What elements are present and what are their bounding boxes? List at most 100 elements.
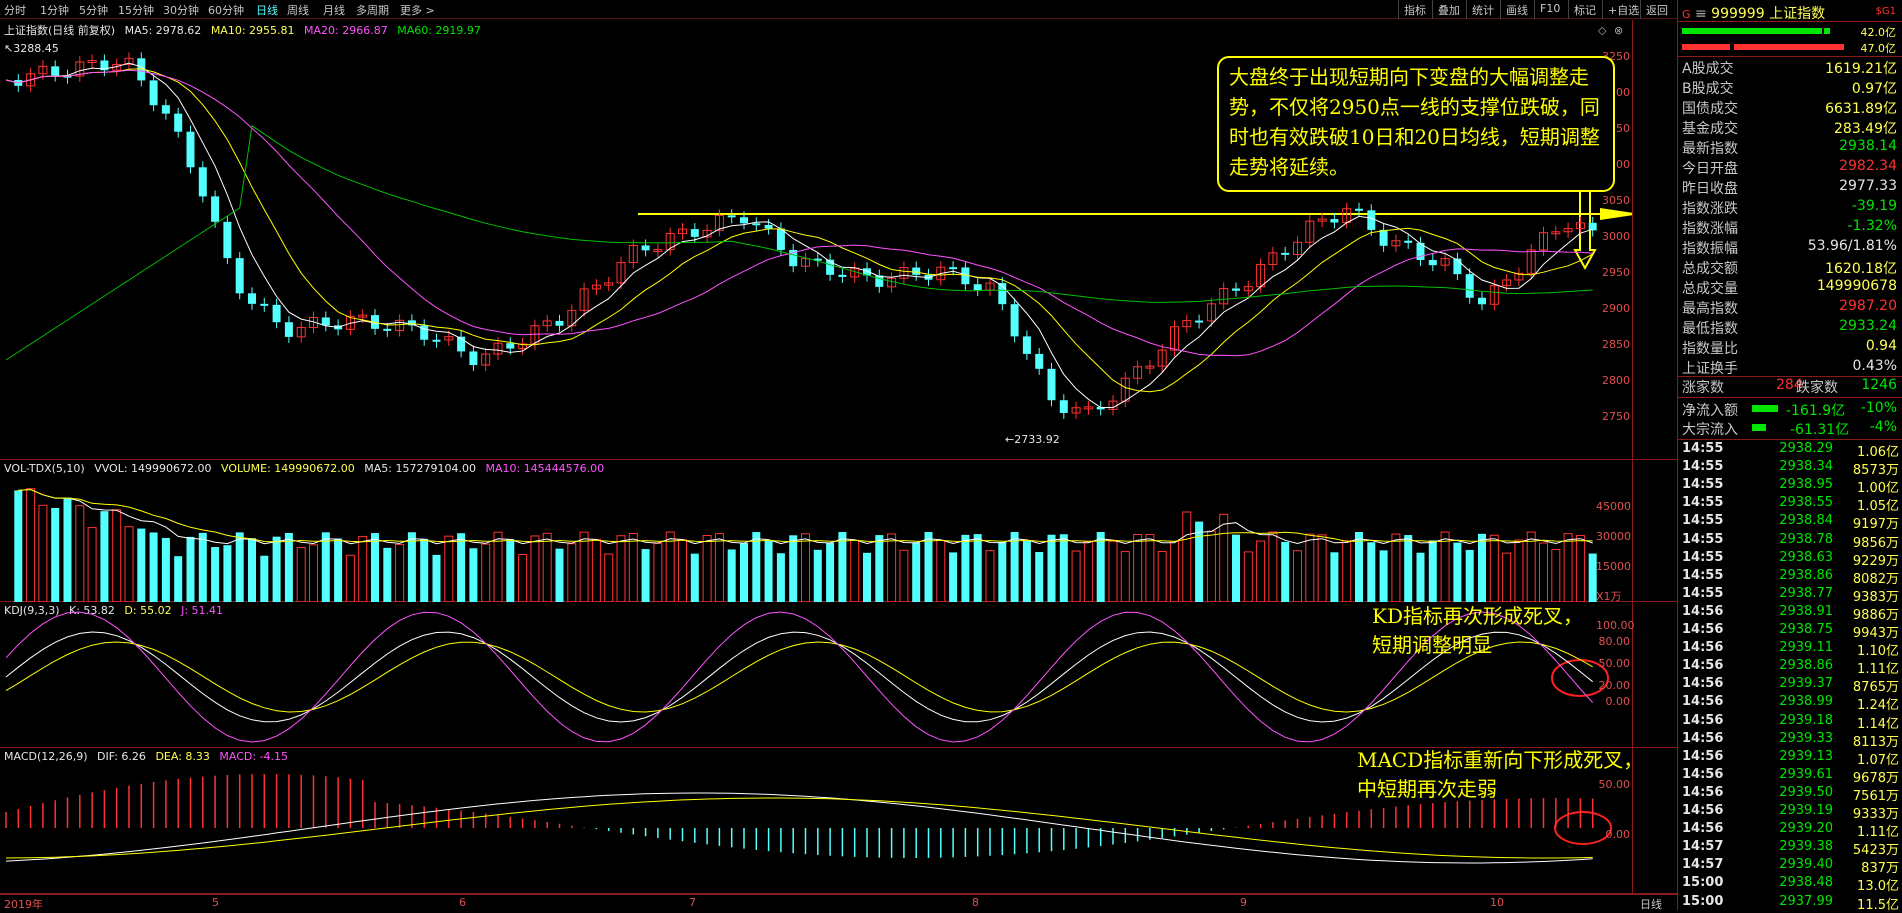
tick-price: 2939.50 [1779, 784, 1833, 800]
volume-bar [764, 539, 773, 602]
tick-row: 14:56 2938.91 9886万 [1678, 604, 1902, 623]
volume-bar [469, 548, 478, 602]
volume-bar [26, 488, 36, 602]
separator [1678, 56, 1902, 57]
tab-30min[interactable]: 30分钟 [163, 4, 199, 17]
ma60-line [5, 125, 1593, 361]
volume-bar [432, 554, 441, 602]
candle-down [1047, 368, 1056, 401]
close-icon[interactable]: ⊗ [1614, 24, 1624, 37]
volume-unit: X1万 [1596, 590, 1622, 603]
tab-monthly[interactable]: 月线 [323, 4, 345, 17]
volume-bar [1170, 540, 1179, 602]
tick-price: 2938.63 [1779, 549, 1833, 565]
candle-down [469, 351, 478, 365]
stat-label: 昨日收盘 [1682, 181, 1738, 197]
tab-more[interactable]: 更多 > [400, 4, 435, 17]
volume-bar [14, 490, 23, 602]
kline-pane[interactable]: 上证指数(日线 前复权) MA5: 2978.62 MA10: 2955.81 … [0, 20, 1677, 460]
volume-bar [371, 533, 379, 602]
tab-multi-period[interactable]: 多周期 [356, 4, 389, 17]
add-favorite-button[interactable]: +自选 [1602, 0, 1644, 19]
tick-price: 2939.19 [1779, 803, 1833, 818]
candle-up [493, 342, 503, 355]
macd-pane[interactable]: MACD(12,26,9) DIF: 6.26 DEA: 8.33 MACD: … [0, 748, 1677, 894]
stats-button[interactable]: 统计 [1466, 0, 1499, 19]
candle-down [100, 60, 109, 71]
candle-up [1440, 258, 1450, 266]
tick-volume: 8113万 [1852, 734, 1899, 750]
stat-value: 1620.18亿 [1825, 261, 1897, 277]
volume-pane[interactable]: VOL-TDX(5,10) VVOL: 149990672.00 VOLUME:… [0, 460, 1677, 603]
tick-time: 14:56 [1682, 712, 1724, 728]
tab-daily[interactable]: 日线 [256, 4, 278, 17]
ma60-label: MA60: 2919.97 [397, 24, 481, 37]
volume-bar [1268, 531, 1278, 602]
kline-legend: 上证指数(日线 前复权) MA5: 2978.62 MA10: 2955.81 … [4, 22, 487, 38]
tab-1min[interactable]: 1分钟 [40, 4, 69, 17]
tick-price: 2939.37 [1779, 676, 1833, 692]
tick-row: 14:55 2938.63 9229万 [1678, 549, 1902, 569]
menu-icon[interactable]: ≡ [1694, 6, 1707, 22]
kdj-legend: KDJ(9,3,3) K: 53.82 D: 55.02 J: 51.41 [4, 604, 229, 617]
candle-up [1133, 366, 1143, 379]
volume-bar [186, 536, 195, 602]
volume-bar [628, 532, 638, 602]
tick-row: 14:56 2939.11 1.10亿 [1678, 640, 1902, 659]
y-tick-label: 100.00 [1596, 619, 1635, 632]
stat-label: 今日开盘 [1682, 161, 1738, 177]
f10-button[interactable]: F10 [1534, 0, 1565, 19]
tab-timeshare[interactable]: 分时 [4, 4, 26, 17]
tab-5min[interactable]: 5分钟 [79, 4, 108, 17]
kd-annotation-line2: 短期调整明显 [1372, 633, 1492, 657]
tick-price: 2938.99 [1779, 694, 1833, 710]
volume-bar [395, 543, 405, 602]
volume-bar [345, 554, 355, 602]
mark-button[interactable]: 标记 [1568, 0, 1601, 19]
volume-bar [1428, 540, 1437, 602]
tab-15min[interactable]: 15分钟 [118, 4, 154, 17]
candle-down [1379, 229, 1388, 246]
tick-volume: 1.07亿 [1857, 752, 1899, 768]
candle-up [1539, 232, 1548, 251]
diamond-icon[interactable]: ◇ [1598, 24, 1607, 37]
kdj-pane[interactable]: KDJ(9,3,3) K: 53.82 D: 55.02 J: 51.41 10… [0, 602, 1677, 748]
candle-down [813, 258, 822, 261]
tick-time: 14:56 [1682, 676, 1724, 692]
tick-time: 14:55 [1682, 531, 1724, 547]
volume-bar [383, 547, 392, 602]
period-indicator[interactable]: 日线 [1640, 898, 1662, 911]
tick-time: 14:56 [1682, 622, 1724, 637]
back-button[interactable]: 返回 [1640, 0, 1673, 19]
tab-60min[interactable]: 60分钟 [208, 4, 244, 17]
volume-bar [161, 537, 170, 602]
tick-price: 2938.78 [1779, 531, 1833, 547]
volume-bar [444, 535, 454, 602]
tab-weekly[interactable]: 周线 [287, 4, 309, 17]
candle-down [1035, 353, 1044, 369]
candle-down [949, 267, 958, 270]
stat-value: 2987.20 [1839, 298, 1897, 314]
tick-row: 14:57 2939.40 837万 [1678, 857, 1902, 876]
candle-down [1355, 208, 1363, 211]
volume-bar [1526, 531, 1536, 602]
indicator-button[interactable]: 指标 [1398, 0, 1431, 19]
stat-row: B股成交 0.97亿 [1678, 78, 1902, 97]
volume-bar [924, 532, 933, 602]
candle-down [764, 224, 773, 229]
separator [1678, 439, 1902, 440]
stat-row: 指数量比 0.94 [1678, 338, 1902, 357]
stat-row: 总成交额 1620.18亿 [1678, 258, 1902, 277]
macd-dea-label: DEA: 8.33 [155, 750, 210, 763]
volume-bar [137, 528, 146, 602]
draw-button[interactable]: 画线 [1500, 0, 1533, 19]
stat-value: 0.94 [1865, 338, 1897, 354]
candle-up [518, 343, 528, 350]
kdj-title: KDJ(9,3,3) [4, 604, 60, 617]
ma5-label: MA5: 2978.62 [124, 24, 202, 37]
volume-bar [211, 547, 220, 602]
overlay-button[interactable]: 叠加 [1432, 0, 1465, 19]
macd-annotation-line1: MACD指标重新向下形成死叉， [1357, 748, 1644, 772]
volume-bar [998, 542, 1007, 602]
tick-volume: 8082万 [1852, 571, 1899, 587]
